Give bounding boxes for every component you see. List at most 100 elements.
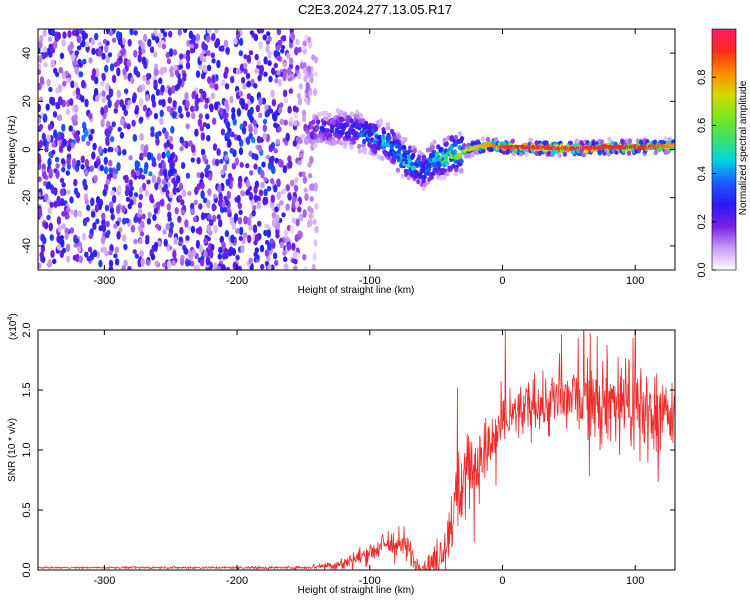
heatmap-cell	[101, 96, 107, 104]
heatmap-cell	[182, 72, 187, 78]
heatmap-cell	[437, 162, 442, 168]
heatmap-cell	[297, 230, 302, 238]
heatmap-cell	[98, 259, 103, 268]
heatmap-cell	[169, 161, 174, 171]
heatmap-cell	[253, 240, 258, 246]
heatmap-cell	[457, 131, 463, 137]
heatmap-cell	[162, 31, 168, 38]
heatmap-cell	[271, 67, 276, 75]
heatmap-cell	[177, 194, 183, 200]
heatmap-cell	[108, 167, 114, 174]
heatmap-cell	[412, 148, 417, 154]
heatmap-cell	[48, 86, 53, 93]
heatmap-cell	[91, 47, 96, 56]
heatmap-cell	[55, 87, 60, 94]
heatmap-cell	[104, 64, 109, 73]
heatmap-cell	[227, 139, 232, 148]
heatmap-cell	[206, 134, 211, 142]
heatmap-cell	[198, 244, 204, 254]
heatmap-cell	[258, 112, 263, 119]
heatmap-cell	[142, 74, 147, 82]
heatmap-cell	[243, 215, 248, 225]
heatmap-cell	[223, 71, 228, 79]
heatmap-cell	[56, 195, 61, 205]
heatmap-cell	[396, 149, 401, 155]
heatmap-cell	[144, 189, 150, 198]
heatmap-cell	[223, 39, 229, 48]
colorbar-tick-label: 0.6	[696, 118, 708, 133]
heatmap-cell	[116, 30, 121, 40]
heatmap-cell	[142, 33, 148, 42]
heatmap-cell	[50, 48, 56, 54]
heatmap-cell	[130, 224, 136, 233]
heatmap-cell	[74, 29, 80, 37]
heatmap-cell	[270, 89, 275, 98]
heatmap-cell	[139, 250, 144, 258]
heatmap-cell	[200, 132, 205, 141]
x-tick-label: -100	[359, 275, 381, 287]
heatmap-cell	[334, 127, 339, 133]
heatmap-cell	[247, 234, 252, 244]
heatmap-cell	[53, 129, 58, 139]
heatmap-cell	[145, 94, 150, 102]
heatmap-cell	[218, 246, 223, 254]
heatmap-cell	[61, 182, 66, 188]
heatmap-cell	[75, 253, 80, 263]
heatmap-cell	[254, 180, 260, 188]
heatmap-cell	[264, 111, 269, 118]
heatmap-cell	[168, 169, 173, 177]
heatmap-cell	[254, 247, 259, 254]
heatmap-cell	[199, 88, 204, 94]
heatmap-cell	[84, 98, 89, 108]
heatmap-cell	[199, 125, 204, 132]
heatmap-cell	[103, 104, 109, 114]
heatmap-cell	[49, 234, 54, 242]
heatmap-cell	[72, 59, 77, 68]
heatmap-cell	[149, 46, 155, 54]
heatmap-cell	[262, 34, 267, 41]
heatmap-cell	[252, 224, 258, 233]
y-tick-label: 0.0	[21, 562, 33, 577]
heatmap-cell	[46, 181, 51, 188]
heatmap-cell	[205, 34, 211, 43]
heatmap-cell	[153, 207, 159, 215]
heatmap-cell	[275, 138, 280, 146]
heatmap-cell	[163, 168, 168, 178]
heatmap-cell	[204, 172, 209, 178]
heatmap-cell	[109, 63, 115, 72]
heatmap-cell	[56, 216, 62, 225]
heatmap-cell	[322, 120, 327, 126]
heatmap-cell	[336, 134, 342, 140]
heatmap-cell	[295, 38, 300, 46]
heatmap-cell	[119, 131, 125, 139]
heatmap-cell	[139, 152, 144, 159]
heatmap-cell	[168, 48, 174, 57]
heatmap-cell	[295, 200, 300, 209]
heatmap-cell	[111, 74, 117, 84]
heatmap-cell	[436, 144, 441, 150]
heatmap-cell	[57, 114, 63, 122]
heatmap-cell	[93, 174, 98, 183]
heatmap-cell	[73, 132, 78, 139]
heatmap-cell	[154, 182, 159, 191]
heatmap-cell	[96, 158, 101, 166]
heatmap-cell	[47, 158, 52, 167]
heatmap-cell	[287, 193, 292, 201]
heatmap-cell	[252, 119, 257, 126]
heatmap-cell	[534, 140, 539, 146]
heatmap-cell	[86, 256, 92, 262]
heatmap-cell	[248, 126, 253, 134]
heatmap-cell	[302, 175, 308, 184]
heatmap-cell	[102, 188, 107, 197]
heatmap-cell	[303, 75, 308, 83]
heatmap-cell	[91, 211, 96, 218]
heatmap-cell	[206, 199, 211, 209]
heatmap-cell	[255, 254, 260, 260]
heatmap-cell	[238, 37, 244, 47]
heatmap-cell	[88, 112, 93, 120]
heatmap-cell	[80, 155, 86, 164]
heatmap-cell	[224, 83, 230, 90]
heatmap-cell	[275, 233, 280, 239]
heatmap-cell	[333, 132, 338, 138]
heatmap-cell	[258, 97, 263, 106]
